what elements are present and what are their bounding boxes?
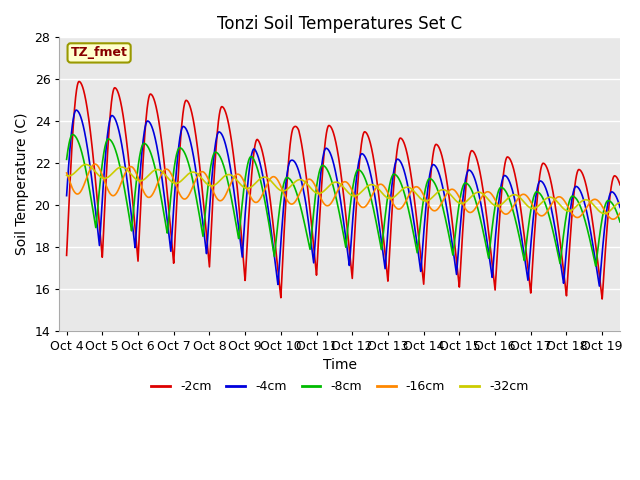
Title: Tonzi Soil Temperatures Set C: Tonzi Soil Temperatures Set C bbox=[217, 15, 462, 33]
Y-axis label: Soil Temperature (C): Soil Temperature (C) bbox=[15, 113, 29, 255]
Legend: -2cm, -4cm, -8cm, -16cm, -32cm: -2cm, -4cm, -8cm, -16cm, -32cm bbox=[146, 375, 533, 398]
X-axis label: Time: Time bbox=[323, 359, 356, 372]
Text: TZ_fmet: TZ_fmet bbox=[70, 47, 127, 60]
